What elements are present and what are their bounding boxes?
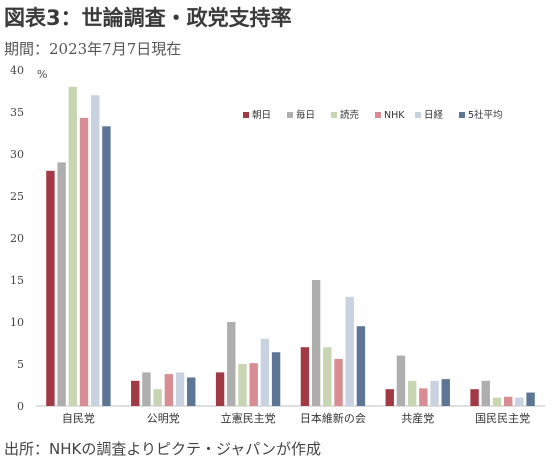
bar bbox=[227, 322, 236, 406]
bar bbox=[271, 352, 281, 406]
bar bbox=[187, 377, 196, 406]
legend-label: 読売 bbox=[340, 109, 359, 121]
bar bbox=[300, 347, 310, 406]
bar bbox=[164, 374, 174, 406]
bar bbox=[345, 296, 354, 406]
bar bbox=[356, 326, 366, 406]
legend-swatch bbox=[243, 112, 249, 118]
bar bbox=[396, 355, 406, 406]
bar bbox=[470, 389, 479, 406]
bar bbox=[441, 379, 450, 406]
bar bbox=[311, 280, 321, 406]
bar bbox=[526, 392, 535, 406]
bar bbox=[68, 86, 78, 407]
x-tick-label: 立憲民主党 bbox=[221, 411, 276, 425]
legend-swatch bbox=[331, 112, 337, 118]
bar bbox=[175, 372, 185, 406]
bar bbox=[407, 380, 417, 406]
legend-swatch bbox=[375, 112, 381, 118]
bar bbox=[102, 126, 111, 406]
bar bbox=[142, 372, 151, 406]
x-tick-label: 自民党 bbox=[62, 412, 95, 425]
y-tick-label: 5 bbox=[17, 358, 24, 371]
chart-title: 図表3：世論調査・政党支持率 bbox=[4, 6, 292, 30]
x-tick-label: 公明党 bbox=[147, 412, 180, 425]
legend-label: 日経 bbox=[424, 109, 444, 121]
y-tick-label: 35 bbox=[10, 106, 24, 119]
bar bbox=[131, 380, 140, 406]
bar bbox=[515, 397, 524, 406]
legend-swatch bbox=[287, 112, 293, 118]
bar bbox=[481, 380, 490, 406]
legend-label: 朝日 bbox=[252, 110, 271, 121]
y-tick-label: 30 bbox=[10, 148, 24, 161]
bar bbox=[334, 358, 343, 406]
y-tick-label: 0 bbox=[17, 400, 24, 413]
y-tick-label: 15 bbox=[10, 274, 24, 287]
bar bbox=[46, 170, 55, 406]
x-tick-label: 国民民主党 bbox=[475, 412, 530, 425]
x-tick-label: 共産党 bbox=[401, 412, 434, 425]
legend-label: NHK bbox=[384, 110, 405, 121]
bar bbox=[492, 397, 502, 406]
legend-label: 5社平均 bbox=[468, 109, 503, 121]
bar bbox=[91, 95, 100, 406]
bar bbox=[57, 162, 66, 406]
bar bbox=[79, 117, 89, 406]
y-tick-label: 25 bbox=[10, 190, 24, 203]
bar bbox=[238, 364, 247, 406]
legend-swatch bbox=[415, 112, 421, 118]
legend-swatch bbox=[459, 112, 465, 118]
source-note: 出所：NHKの調査よりピクテ・ジャパンが作成 bbox=[4, 440, 322, 458]
legend-label: 毎日 bbox=[296, 109, 315, 121]
chart-subtitle: 期間：2023年7月7日現在 bbox=[4, 40, 182, 58]
bar bbox=[430, 380, 439, 406]
y-tick-label: 10 bbox=[10, 316, 24, 329]
bar bbox=[153, 389, 162, 406]
bar bbox=[323, 347, 332, 406]
y-tick-label: 20 bbox=[10, 232, 24, 245]
bar bbox=[419, 388, 428, 406]
bar bbox=[215, 372, 225, 406]
bar bbox=[260, 338, 270, 406]
y-axis-unit: % bbox=[37, 68, 47, 81]
bar bbox=[385, 389, 394, 406]
bar bbox=[503, 396, 513, 406]
y-tick-label: 40 bbox=[10, 64, 24, 77]
bar bbox=[249, 363, 258, 406]
x-tick-label: 日本維新の会 bbox=[300, 411, 366, 425]
